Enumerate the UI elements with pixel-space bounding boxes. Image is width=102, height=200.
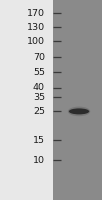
Text: 170: 170 bbox=[27, 8, 45, 18]
Text: 55: 55 bbox=[33, 68, 45, 77]
Bar bbox=[0, 0, 53, 200]
Text: 130: 130 bbox=[27, 22, 45, 31]
Text: 40: 40 bbox=[33, 83, 45, 92]
Text: 70: 70 bbox=[33, 52, 45, 62]
Text: 15: 15 bbox=[33, 136, 45, 145]
Text: 100: 100 bbox=[27, 37, 45, 46]
Ellipse shape bbox=[69, 108, 89, 114]
Text: 35: 35 bbox=[33, 92, 45, 102]
Text: 25: 25 bbox=[33, 107, 45, 116]
Ellipse shape bbox=[68, 107, 90, 116]
Text: 10: 10 bbox=[33, 156, 45, 165]
